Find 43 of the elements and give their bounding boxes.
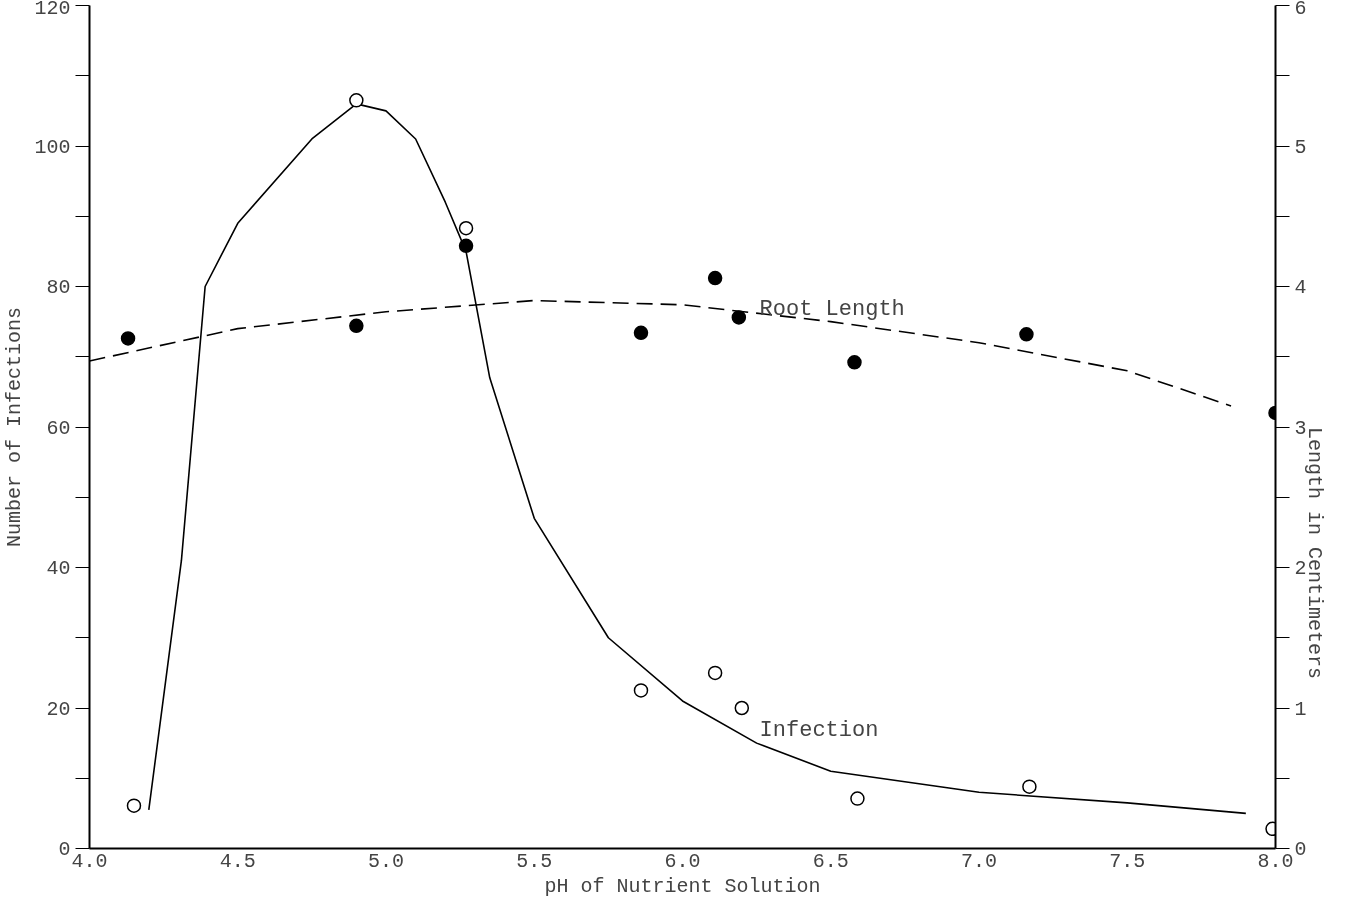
y-tick-label: 0	[58, 838, 71, 861]
point	[120, 331, 136, 346]
point	[126, 798, 142, 813]
point	[349, 93, 364, 108]
y-tick-label: 80	[46, 276, 71, 299]
y-tick-label: 60	[46, 416, 71, 440]
x-tick-label: 6.5	[812, 849, 849, 873]
x-tick-label: 5.5	[516, 849, 553, 873]
y2-tick-label: 1	[1294, 697, 1307, 721]
y-tick-label: 40	[46, 557, 71, 580]
point	[1022, 779, 1037, 794]
y2-tick-label: 3	[1294, 416, 1307, 440]
x-tick-label: 5.0	[368, 849, 405, 873]
x-tick-label: 4.0	[71, 849, 108, 873]
x-tick-label: 4.5	[219, 849, 256, 873]
y-tick-label: 120	[34, 0, 71, 20]
x-tick-label: 8.0	[1257, 849, 1294, 873]
point	[458, 220, 474, 236]
annotation: Root Length	[759, 296, 905, 322]
y-tick-label: 20	[46, 697, 71, 721]
x-tick-label: 7.5	[1109, 849, 1146, 873]
y2-tick-label: 6	[1294, 0, 1307, 20]
point	[850, 791, 865, 806]
point	[458, 238, 474, 253]
y2-tick-label: 2	[1294, 557, 1307, 580]
point	[847, 355, 862, 370]
x-tick-label: 7.0	[961, 849, 998, 873]
point	[1019, 327, 1034, 342]
point	[707, 665, 723, 681]
point	[633, 683, 649, 698]
y2-tick-label: 4	[1294, 276, 1307, 299]
y-tick-label: 100	[34, 135, 71, 159]
point	[734, 700, 750, 716]
annotation: Infection	[759, 718, 879, 744]
x-tick-label: 6.0	[664, 849, 701, 873]
y2-tick-label: 5	[1294, 135, 1307, 159]
point	[349, 318, 364, 334]
point	[707, 270, 723, 286]
point	[731, 310, 747, 325]
x-axis-title: pH of Nutrient Solution	[544, 874, 821, 898]
y-axis-title: Number of Infections	[3, 306, 27, 548]
y2-tick-label: 0	[1294, 838, 1307, 861]
point	[633, 325, 649, 341]
